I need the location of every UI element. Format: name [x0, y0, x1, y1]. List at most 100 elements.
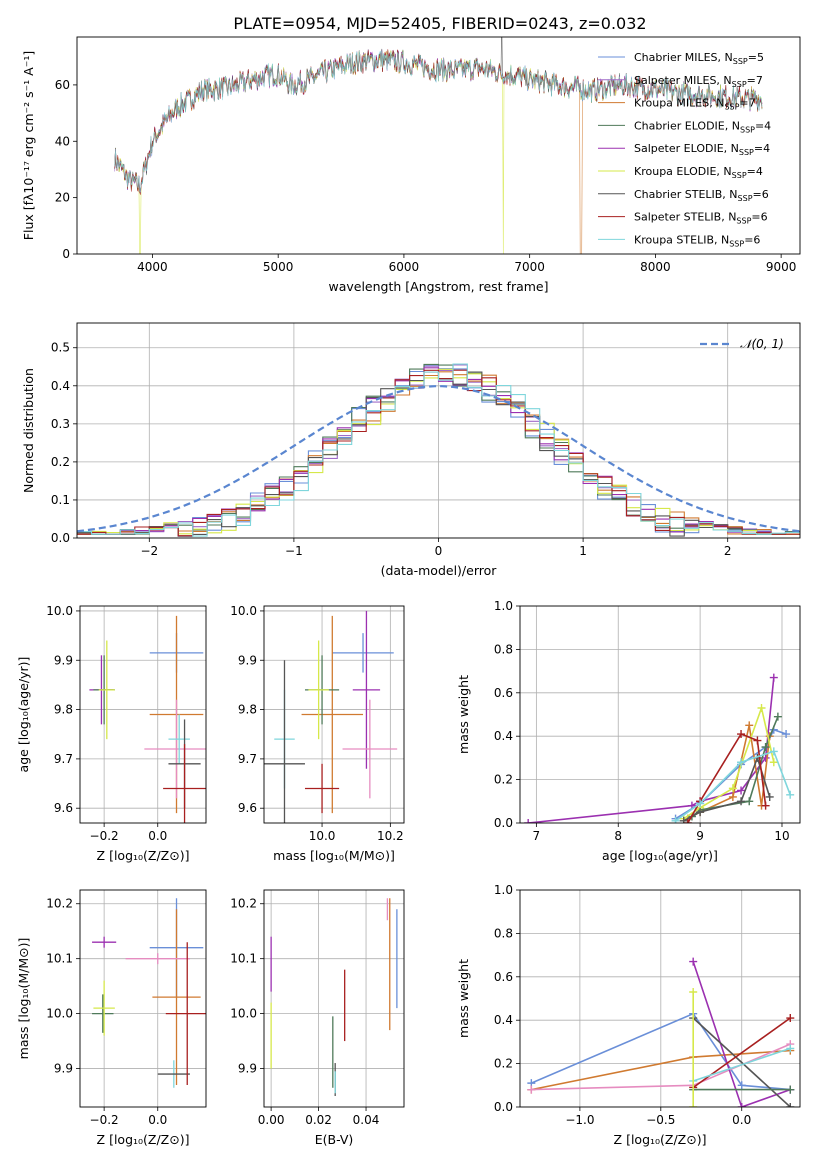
- y-tick-label: 10.0: [46, 1007, 73, 1021]
- legend-entry: Salpeter STELIB, NSSP=6: [634, 211, 768, 226]
- panel-spectrum: 4000 5000 6000 7000 8000 9000 0 20 40 60 wavelengt…: [21, 36, 801, 294]
- legend-spectrum: Chabrier MILES, NSSP=5 Salpeter MILES, NS…: [598, 51, 771, 248]
- errorbar-point-1: [301, 615, 364, 814]
- x-tick-label: 0.0: [732, 1113, 751, 1127]
- x-tick-label: 5000: [263, 260, 294, 274]
- panel-age-vs-mass: 10.0 10.2 9.6 9.7 9.8 9.9 10.0 mass [log₁₀(M/M⊙…: [230, 604, 405, 863]
- plus-marker: [689, 1103, 698, 1107]
- x-axis-label: Z [log₁₀(Z/Z⊙)]: [97, 848, 190, 863]
- x-tick-label: 0.0: [148, 1113, 167, 1127]
- legend-entry: Kroupa ELODIE, NSSP=4: [634, 165, 763, 180]
- axes-frame: [79, 605, 207, 824]
- y-tick-label: 0.6: [494, 970, 513, 984]
- plus-marker: [769, 758, 778, 767]
- errorbar-point-4: [93, 980, 115, 1036]
- x-tick-label: 10: [774, 829, 789, 843]
- errorbar-point-8: [163, 744, 206, 823]
- y-tick-label: 0.4: [51, 379, 70, 393]
- plus-marker: [757, 703, 766, 712]
- plus-marker: [728, 784, 737, 793]
- y-tick-label: 0: [62, 247, 70, 261]
- plus-marker: [696, 799, 705, 808]
- plus-marker: [786, 1044, 795, 1053]
- legend-entry: Chabrier ELODIE, NSSP=4: [634, 119, 771, 134]
- errorbar-point-5: [144, 699, 206, 799]
- panel-mass-vs-Z: −0.2 0.0 9.9 10.0 10.1 10.2 Z [log₁₀(Z/Z⊙)] mas…: [16, 889, 207, 1147]
- plus-marker: [737, 730, 746, 739]
- figure-title: PLATE=0954, MJD=52405, FIBERID=0243, z=0…: [233, 14, 646, 33]
- plus-marker: [745, 721, 754, 730]
- axes-frame: [263, 605, 405, 824]
- errorbar-point-6: [168, 714, 190, 764]
- plot-area-weight-vs-Z: [520, 890, 800, 1107]
- x-tick-label: −1: [285, 544, 303, 558]
- histogram-series-5: [77, 368, 800, 535]
- x-tick-label: 9: [696, 829, 704, 843]
- weight-series-3: [692, 961, 791, 1107]
- y-tick-label: 0.2: [494, 1057, 513, 1071]
- plot-area-weight-vs-age: [520, 606, 800, 823]
- y-tick-label: 10.2: [46, 897, 73, 911]
- y-tick-label: 40: [55, 134, 70, 148]
- y-axis-label: Flux [fλ10⁻¹⁷ erg cm⁻² s⁻¹ A⁻¹]: [21, 51, 36, 240]
- x-tick-label: 0.04: [353, 1113, 380, 1127]
- plus-marker: [761, 801, 770, 810]
- legend-entry: Chabrier STELIB, NSSP=6: [634, 188, 769, 203]
- y-tick-label: 9.9: [238, 1062, 257, 1076]
- y-tick-label: 10.0: [230, 1007, 257, 1021]
- y-tick-label: 0.6: [494, 686, 513, 700]
- histogram-series-3: [77, 363, 800, 535]
- y-tick-label: 0.2: [494, 773, 513, 787]
- errorbar-point-0: [332, 633, 394, 673]
- x-axis-label: E(B-V): [315, 1132, 354, 1147]
- panel-weight-vs-Z: −1.0 −0.5 0.0 0.0 0.2 0.4 0.6 0.8 1.0 Z [log₁₀(Z/…: [456, 883, 801, 1147]
- legend-entry: Salpeter MILES, NSSP=7: [634, 74, 763, 89]
- plus-marker: [786, 1103, 795, 1107]
- y-tick-label: 9.7: [54, 752, 73, 766]
- plus-marker: [524, 819, 533, 823]
- plus-marker: [696, 808, 705, 817]
- panel-residuals: −2 −1 0 1 2 0.0 0.1 0.2 0.3 0.4 0.5 (data-model)/er…: [21, 322, 801, 578]
- plus-marker: [679, 816, 688, 823]
- plot-area-age-vs-Z: [80, 606, 206, 823]
- plus-marker: [737, 758, 746, 767]
- axes-frame: [519, 889, 801, 1108]
- y-axis-label: mass [log₁₀(M/M⊙)]: [16, 938, 31, 1060]
- plus-marker: [782, 730, 791, 739]
- y-tick-label: 0.5: [51, 341, 70, 355]
- errorbar-point-3: [92, 994, 114, 1033]
- plus-marker: [737, 786, 746, 795]
- errorbar-point-8: [304, 763, 340, 814]
- y-axis-label: mass weight: [456, 675, 471, 754]
- errorbar-point-5: [342, 699, 398, 799]
- y-tick-label: 0.2: [51, 455, 70, 469]
- errorbar-point-4: [308, 640, 329, 740]
- legend-entry: Chabrier MILES, NSSP=5: [634, 51, 764, 66]
- panel-mass-vs-EBV: 0.00 0.02 0.04 9.9 10.0 10.1 10.2 E(B-V): [230, 889, 405, 1147]
- axes-frame: [76, 322, 801, 539]
- errorbar-point-4: [98, 640, 115, 740]
- weight-series-4: [692, 1017, 791, 1107]
- y-tick-label: 10.2: [230, 897, 257, 911]
- plus-marker: [737, 1081, 746, 1090]
- plot-area-mass-vs-Z: [80, 890, 206, 1107]
- legend-entry: 𝒩(0, 1): [740, 337, 784, 351]
- x-tick-label: 0.0: [148, 829, 167, 843]
- plus-marker: [683, 819, 692, 823]
- y-tick-label: 10.0: [46, 604, 73, 618]
- y-tick-label: 0.4: [494, 1013, 513, 1027]
- errorbar-point-2: [92, 936, 117, 948]
- plus-marker: [689, 987, 698, 996]
- y-tick-label: 10.1: [46, 952, 73, 966]
- plus-marker: [745, 797, 754, 806]
- x-axis-label: Z [log₁₀(Z/Z⊙)]: [614, 1132, 707, 1147]
- x-tick-label: 10.2: [377, 829, 404, 843]
- y-tick-label: 10.0: [230, 604, 257, 618]
- plot-area-spectrum: [114, 37, 763, 254]
- panel-age-vs-Z: −0.2 0.0 9.6 9.7 9.8 9.9 10.0 Z [log₁₀(Z/Z⊙)] ag…: [16, 604, 207, 863]
- weight-series-0: [530, 1012, 791, 1091]
- x-tick-label: −1.0: [565, 1113, 594, 1127]
- axes-frame: [519, 605, 801, 824]
- plot-area-age-vs-mass: [264, 606, 404, 823]
